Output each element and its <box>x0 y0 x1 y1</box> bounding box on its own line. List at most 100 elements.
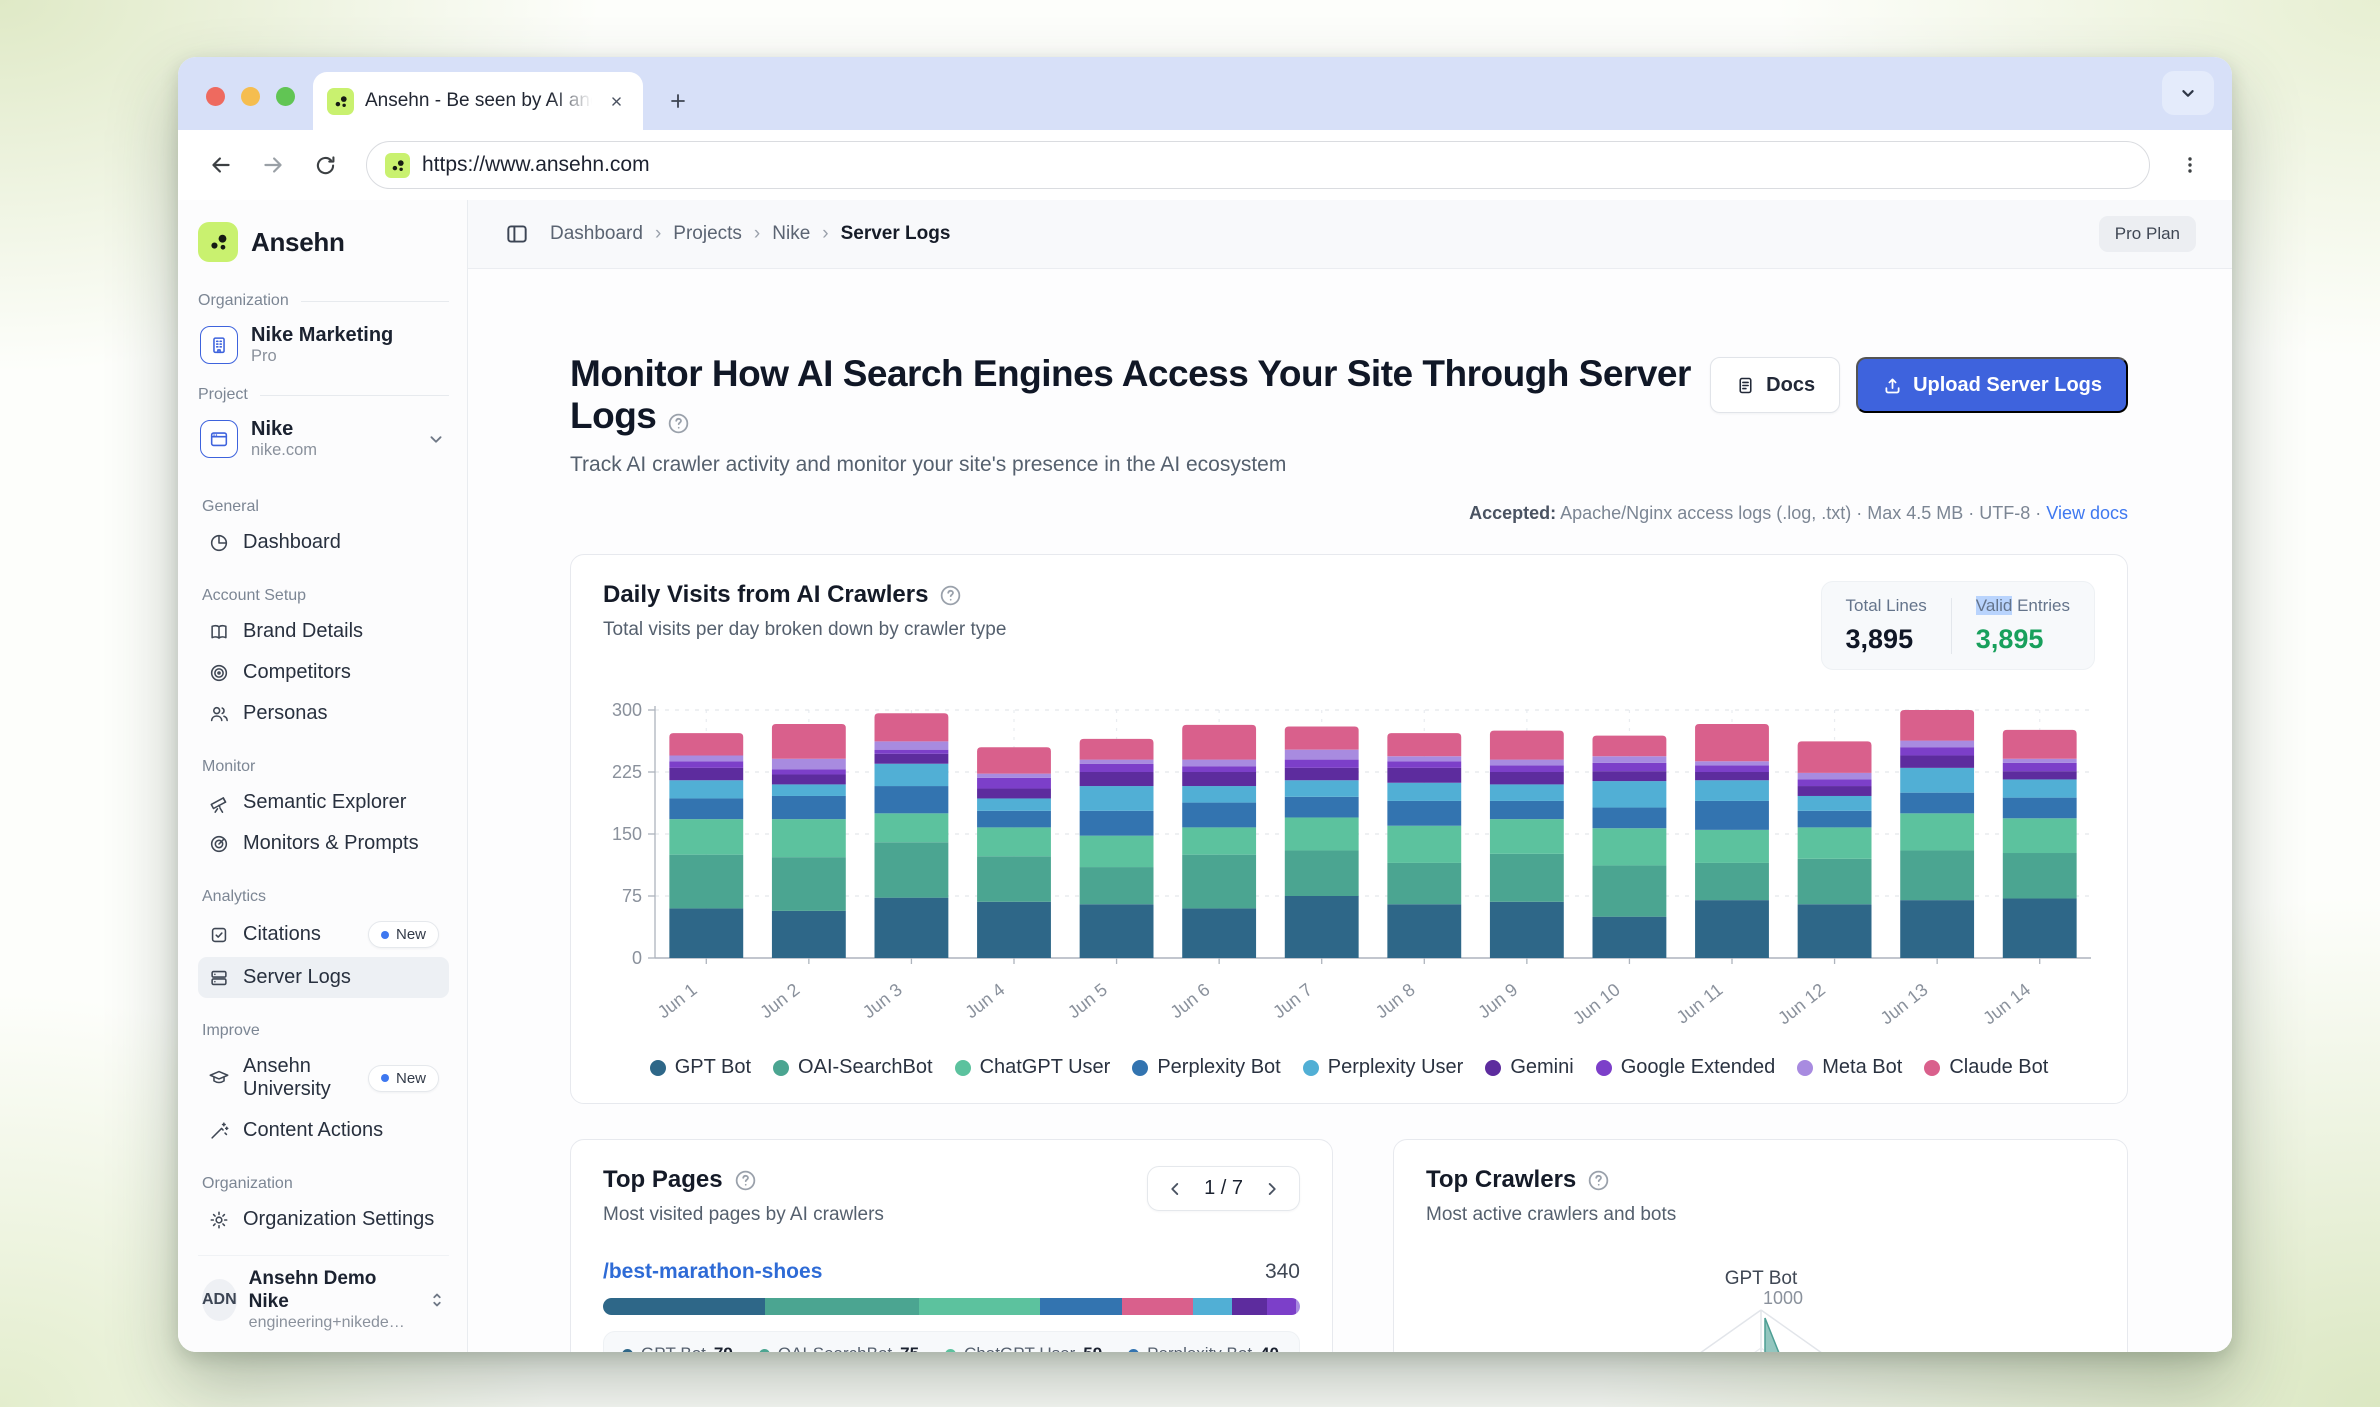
svg-text:Jun 7: Jun 7 <box>1269 979 1316 1022</box>
close-window-button[interactable] <box>206 87 225 106</box>
telescope-icon <box>208 792 230 814</box>
breadcrumb-item-server-logs[interactable]: Server Logs <box>840 223 951 244</box>
top-page-link[interactable]: /best-marathon-shoes <box>603 1260 823 1283</box>
chevron-up-down-icon <box>426 1289 448 1311</box>
page-title: Monitor How AI Search Engines Access You… <box>570 353 1691 436</box>
pagination: 1 / 7 <box>1147 1166 1300 1211</box>
legend-item-gemini[interactable]: Gemini <box>1485 1056 1574 1079</box>
browser-tab[interactable]: Ansehn - Be seen by AI and t <box>313 72 643 130</box>
chart-subtitle: Total visits per day broken down by craw… <box>603 619 1007 640</box>
sidebar-item-personas[interactable]: Personas <box>198 693 449 734</box>
legend-item-google-extended[interactable]: Google Extended <box>1595 1056 1776 1079</box>
forward-button[interactable] <box>252 144 294 186</box>
legend-item-gpt-bot[interactable]: GPT Bot <box>649 1056 751 1079</box>
sidebar-item-semantic-explorer[interactable]: Semantic Explorer <box>198 782 449 823</box>
dashboard-icon <box>208 532 230 554</box>
zoom-window-button[interactable] <box>276 87 295 106</box>
breadcrumb-separator-icon: › <box>822 223 829 244</box>
divider <box>300 300 449 302</box>
target-icon <box>208 662 230 684</box>
reload-button[interactable] <box>304 144 346 186</box>
breadcrumb-item-projects[interactable]: Projects <box>673 223 742 244</box>
nav-section-label: Organization <box>202 1175 293 1192</box>
page-indicator: 1 / 7 <box>1204 1177 1243 1199</box>
legend-item-perplexity-user[interactable]: Perplexity User <box>1302 1056 1463 1079</box>
new-tab-button[interactable] <box>661 84 695 118</box>
book-icon <box>208 621 230 643</box>
help-icon[interactable] <box>938 583 963 608</box>
view-docs-link[interactable]: View docs <box>2046 503 2128 523</box>
bar-segment-chatgpt-user <box>918 1298 1040 1315</box>
building-icon <box>200 326 238 364</box>
sidebar-item-content-actions[interactable]: Content Actions <box>198 1110 449 1151</box>
sidebar-item-citations[interactable]: Citations New <box>198 912 449 957</box>
page-subtitle: Track AI crawler activity and monitor yo… <box>570 453 1287 476</box>
sidebar-item-label: Citations <box>243 923 321 945</box>
legend-label: Gemini <box>1510 1056 1574 1078</box>
legend-item-chatgpt-user[interactable]: ChatGPT User <box>954 1056 1110 1079</box>
stacked-bar-chart: 0 75 150 225 300 Jun 1 Jun 2 Jun 3 Jun 4 Jun 5 Jun… <box>603 696 2095 1048</box>
new-badge: New <box>367 921 439 948</box>
divider <box>259 394 449 396</box>
project-section-label: Project <box>198 386 248 403</box>
breadcrumb-separator-icon: › <box>753 223 761 244</box>
brand[interactable]: Ansehn <box>198 222 449 262</box>
svg-text:75: 75 <box>622 886 642 906</box>
bar-segment-gpt-bot <box>603 1298 765 1315</box>
legend-item-claude-bot[interactable]: Claude Bot <box>1924 1056 2048 1079</box>
bar-segment-perplexity-user <box>1193 1298 1233 1315</box>
legend-label: Google Extended <box>1620 1056 1776 1078</box>
tab-close-icon[interactable] <box>603 88 629 114</box>
sidebar-item-organization-settings[interactable]: Organization Settings <box>198 1199 449 1240</box>
address-bar[interactable]: https://www.ansehn.com <box>366 141 2150 189</box>
user-email: engineering+nikedemo@a... <box>248 1314 414 1331</box>
avatar: ADN <box>202 1279 237 1322</box>
breadcrumb-separator-icon: › <box>654 223 662 244</box>
breadcrumb-item-dashboard[interactable]: Dashboard <box>550 223 643 244</box>
legend-item-oai-searchbot[interactable]: OAI-SearchBot <box>773 1056 933 1079</box>
project-switcher[interactable]: Nike nike.com <box>198 414 449 464</box>
top-page-count: 340 <box>1264 1260 1300 1283</box>
legend-item-meta-bot[interactable]: Meta Bot <box>1797 1056 1902 1079</box>
breadcrumb-bar: Dashboard › Projects › Nike › Server Logs Pro … <box>468 200 2232 269</box>
chart-legend: GPT Bot OAI-SearchBot ChatGPT User Perplexi… <box>603 1056 2095 1079</box>
ansehn-logo-icon <box>198 222 238 262</box>
previous-page-button[interactable] <box>1164 1178 1186 1200</box>
sidebar-item-ansehn-university[interactable]: Ansehn University New <box>198 1046 449 1110</box>
log-stats-panel: Total Lines 3,895 Valid Entries 3,895 <box>1820 581 2095 670</box>
legend-label: Perplexity Bot <box>1157 1056 1281 1078</box>
help-icon[interactable] <box>666 411 691 436</box>
sidebar-toggle-icon[interactable] <box>504 221 530 247</box>
browser-menu-icon[interactable] <box>2170 145 2210 185</box>
help-icon[interactable] <box>1586 1168 1611 1193</box>
next-page-button[interactable] <box>1261 1178 1283 1200</box>
docs-button[interactable]: Docs <box>1710 357 1841 413</box>
organization-switcher[interactable]: Nike Marketing Pro <box>198 320 449 370</box>
bar-segment-perplexity-bot <box>1039 1298 1122 1315</box>
help-icon[interactable] <box>733 1168 758 1193</box>
tab-search-button[interactable] <box>2162 71 2214 115</box>
nav-section-label: Analytics <box>202 888 267 905</box>
mini-legend-perplexity-bot: Perplexity Bot40 <box>1128 1344 1279 1352</box>
legend-dot <box>1797 1059 1814 1076</box>
sidebar-item-server-logs[interactable]: Server Logs <box>198 957 449 998</box>
nav-section-label: Monitor <box>202 758 256 775</box>
gear-icon <box>208 1209 230 1231</box>
legend-label: Meta Bot <box>1822 1056 1903 1078</box>
minimize-window-button[interactable] <box>241 87 260 106</box>
sidebar-item-competitors[interactable]: Competitors <box>198 652 449 693</box>
nav-section-label: Improve <box>202 1022 260 1039</box>
upload-server-logs-button[interactable]: Upload Server Logs <box>1856 357 2128 413</box>
sidebar-item-dashboard[interactable]: Dashboard <box>198 522 449 563</box>
top-pages-title: Top Pages <box>603 1166 723 1193</box>
sidebar-item-brand-details[interactable]: Brand Details <box>198 611 449 652</box>
url-text: https://www.ansehn.com <box>422 153 650 176</box>
breadcrumb-item-nike[interactable]: Nike <box>772 223 811 244</box>
svg-text:Jun 11: Jun 11 <box>1673 979 1727 1027</box>
bar-segment-oai-searchbot <box>764 1298 919 1315</box>
user-menu[interactable]: ADN Ansehn Demo Nike engineering+nikedem… <box>198 1255 449 1336</box>
sidebar-item-monitors-prompts[interactable]: Monitors & Prompts <box>198 823 449 864</box>
legend-item-perplexity-bot[interactable]: Perplexity Bot <box>1132 1056 1281 1079</box>
page-content: Monitor How AI Search Engines Access You… <box>468 269 2232 1352</box>
back-button[interactable] <box>200 144 242 186</box>
